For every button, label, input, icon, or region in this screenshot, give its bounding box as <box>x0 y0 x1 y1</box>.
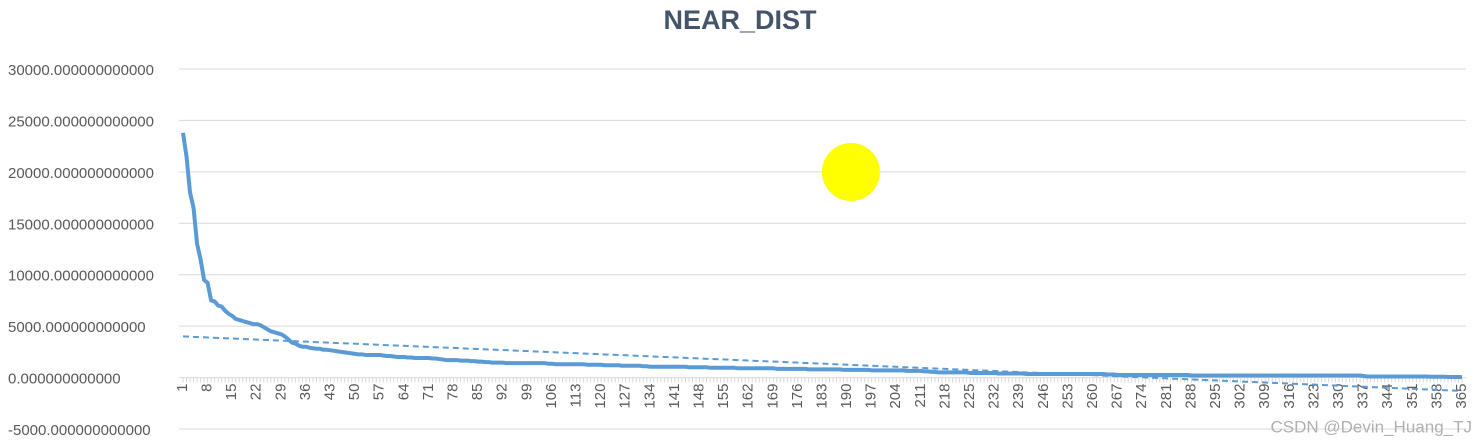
x-tick-label: 92 <box>494 384 511 401</box>
x-tick-label: 316 <box>1281 384 1298 409</box>
x-tick-label: 50 <box>346 384 363 401</box>
x-tick-label: 64 <box>395 384 412 401</box>
x-tick-label: 71 <box>420 384 437 401</box>
x-tick-label: 225 <box>961 384 978 409</box>
x-tick-label: 183 <box>813 384 830 409</box>
x-tick-label: 218 <box>936 384 953 409</box>
x-tick-label: 1 <box>174 384 191 392</box>
x-tick-label: 323 <box>1305 384 1322 409</box>
x-tick-label: 232 <box>986 384 1003 409</box>
x-tick-label: 288 <box>1182 384 1199 409</box>
x-tick-label: 344 <box>1379 384 1396 409</box>
x-tick-label: 162 <box>740 384 757 409</box>
x-tick-label: 127 <box>617 384 634 409</box>
x-tick-label: 36 <box>297 384 314 401</box>
x-tick-label: 239 <box>1010 384 1027 409</box>
y-tick-label: 0.000000000000 <box>8 371 121 388</box>
x-tick-label: 85 <box>469 384 486 401</box>
x-tick-label: 260 <box>1084 384 1101 409</box>
data-line <box>181 132 1463 380</box>
x-tick-label: 281 <box>1158 384 1175 409</box>
x-tick-label: 29 <box>272 384 289 401</box>
y-tick-label: 10000.000000000000 <box>8 268 154 285</box>
x-tick-label: 134 <box>641 384 658 409</box>
x-tick-label: 253 <box>1059 384 1076 409</box>
x-tick-label: 57 <box>371 384 388 401</box>
x-tick-label: 330 <box>1330 384 1347 409</box>
x-tick-label: 78 <box>445 384 462 401</box>
x-tick-label: 246 <box>1035 384 1052 409</box>
x-tick-label: 365 <box>1453 384 1470 409</box>
x-tick-label: 22 <box>248 384 265 401</box>
chart-title: NEAR_DIST <box>663 5 817 35</box>
x-tick-label: 141 <box>666 384 683 409</box>
y-tick-label: 30000.000000000000 <box>8 62 154 79</box>
x-tick-label: 43 <box>322 384 339 401</box>
x-tick-label: 8 <box>199 384 216 392</box>
x-tick-label: 302 <box>1232 384 1249 409</box>
y-tick-label: -5000.000000000000 <box>8 422 151 439</box>
x-tick-label: 106 <box>543 384 560 409</box>
x-tick-label: 169 <box>764 384 781 409</box>
trendline <box>182 335 1463 392</box>
x-tick-label: 176 <box>789 384 806 409</box>
x-tick-label: 155 <box>715 384 732 409</box>
x-tick-label: 148 <box>690 384 707 409</box>
x-tick-label: 113 <box>568 384 585 408</box>
y-tick-label: 20000.000000000000 <box>8 165 154 182</box>
y-tick-label: 15000.000000000000 <box>8 216 154 233</box>
y-tick-label: 25000.000000000000 <box>8 113 154 130</box>
x-tick-label: 358 <box>1428 384 1445 409</box>
x-tick-label: 267 <box>1109 384 1126 409</box>
x-tick-label: 15 <box>223 384 240 401</box>
watermark: CSDN @Devin_Huang_TJ <box>1270 417 1472 436</box>
x-tick-label: 99 <box>518 384 535 401</box>
x-tick-label: 274 <box>1133 384 1150 409</box>
x-tick-label: 120 <box>592 384 609 409</box>
x-tick-label: 204 <box>887 384 904 409</box>
x-tick-label: 197 <box>863 384 880 409</box>
x-tick-label: 309 <box>1256 384 1273 409</box>
x-tick-label: 211 <box>912 384 929 408</box>
x-tick-label: 351 <box>1404 384 1421 409</box>
x-tick-label: 337 <box>1355 384 1372 409</box>
cursor-highlight <box>822 143 880 201</box>
x-tick-label: 295 <box>1207 384 1224 409</box>
y-tick-label: 5000.000000000000 <box>8 319 146 336</box>
x-tick-label: 190 <box>838 384 855 409</box>
